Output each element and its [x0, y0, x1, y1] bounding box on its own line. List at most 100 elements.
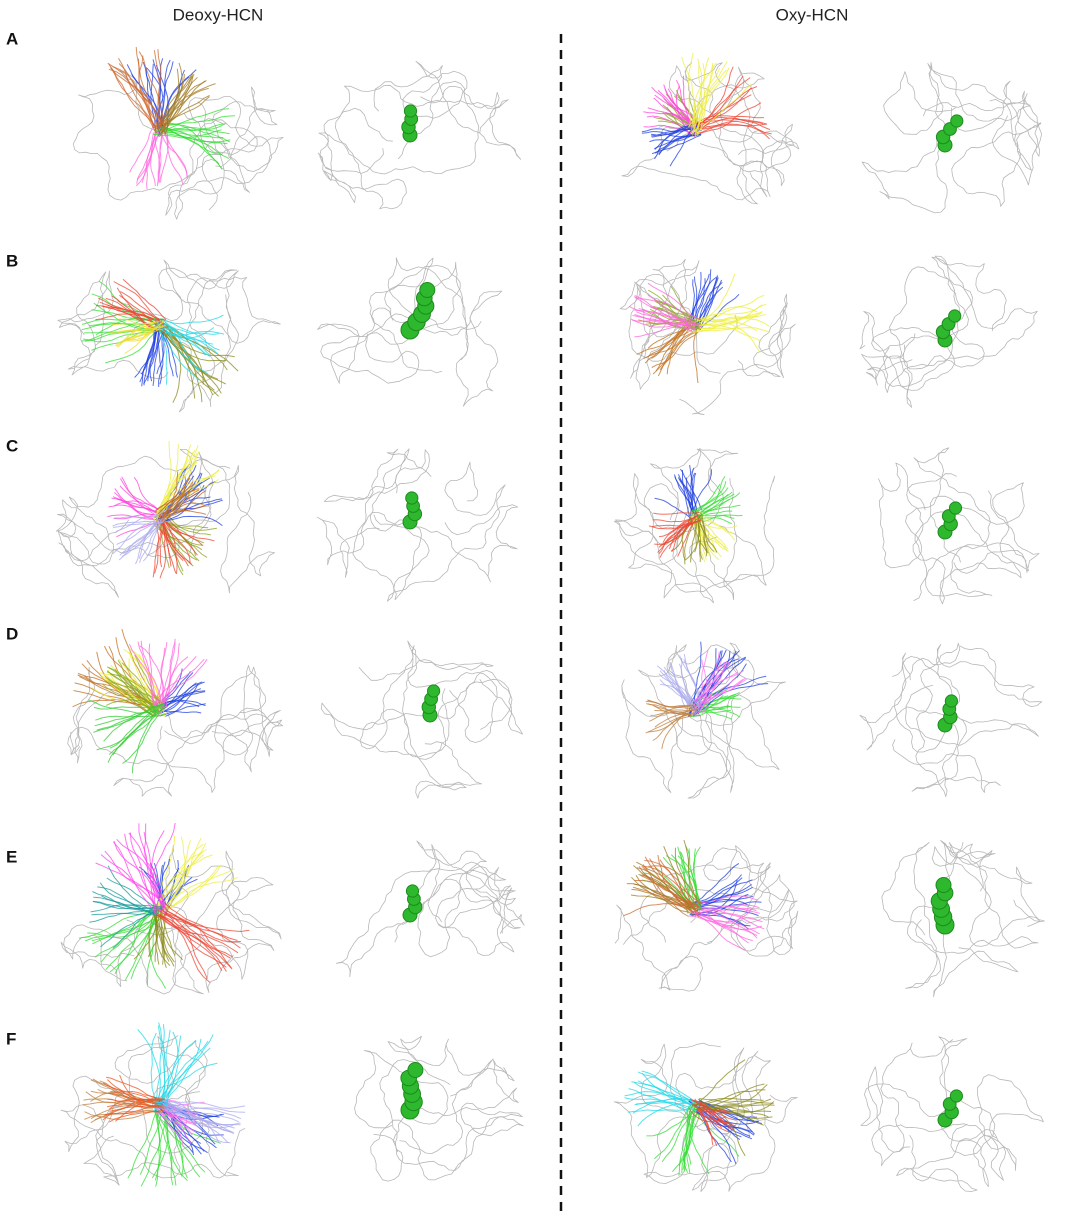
tunnel-trajectory	[673, 95, 700, 126]
tunnel-trajectory	[688, 908, 753, 923]
tunnel-trajectory	[162, 331, 219, 397]
protein-backbone	[373, 1059, 524, 1171]
row-label: B	[6, 251, 18, 270]
tunnel-trajectory	[91, 309, 164, 321]
tunnel-trajectory	[99, 672, 155, 715]
tunnel-trajectory	[137, 1029, 161, 1104]
tunnel-trajectory	[109, 1098, 163, 1110]
tunnel-trajectory	[698, 327, 770, 333]
tunnel-trajectory	[633, 1081, 694, 1109]
tunnel-trajectory	[122, 278, 167, 321]
tunnel-trajectory	[693, 678, 744, 711]
protein-backbone	[126, 850, 282, 980]
tunnel-trajectory	[695, 271, 702, 325]
tunnel-trajectory	[100, 854, 163, 914]
tunnel-trajectory	[164, 836, 186, 912]
tunnel-trajectory	[647, 703, 693, 715]
tunnel-trajectory	[152, 854, 204, 915]
tunnel-trajectory	[699, 705, 741, 709]
tunnel-trajectory	[159, 331, 200, 381]
panel-row	[60, 822, 1045, 998]
tunnel-trajectory	[665, 112, 696, 138]
tunnel-trajectory	[652, 515, 698, 523]
tunnel-trajectory	[164, 476, 187, 519]
tunnel-trajectory	[641, 865, 699, 907]
tunnel-trajectory	[161, 681, 203, 707]
tunnel-trajectory	[107, 62, 155, 129]
protein-backbone	[666, 642, 780, 793]
tunnel-trajectory	[642, 864, 689, 917]
tunnel-trajectory	[164, 62, 183, 126]
protein-backbone	[57, 270, 169, 380]
tunnel-trajectory	[157, 1025, 166, 1105]
tunnel-trajectory	[109, 909, 160, 973]
tunnel-trajectory	[159, 904, 164, 958]
protein-backbone	[914, 490, 1040, 597]
tunnel-trajectory	[681, 56, 695, 129]
protein-backbone	[416, 840, 516, 956]
tunnel-trajectory	[134, 326, 155, 378]
tunnel-trajectory	[688, 909, 749, 944]
tunnel-trajectory	[141, 131, 160, 184]
tunnel-trajectory	[160, 1102, 234, 1134]
tunnel-trajectory	[155, 641, 176, 708]
tunnel-trajectory	[113, 492, 160, 513]
tunnel-trajectory	[163, 108, 230, 131]
tunnel-trajectory	[140, 1111, 166, 1187]
tunnel-trajectory	[695, 678, 746, 709]
tunnel-trajectory	[155, 1024, 165, 1104]
tunnel-trajectory	[155, 1108, 162, 1187]
tunnel-trajectory	[150, 132, 156, 186]
tunnel-trajectory	[95, 862, 167, 910]
protein-backbone	[621, 648, 786, 793]
tunnel-trajectory	[166, 133, 184, 185]
tunnel-trajectory	[160, 1108, 231, 1144]
protein-backbone	[718, 66, 795, 205]
protein-backbone	[70, 667, 281, 773]
tunnel-trajectory	[139, 327, 157, 383]
tunnel-trajectory	[627, 1108, 694, 1113]
protein-backbone	[628, 475, 776, 593]
tunnel-trajectory	[160, 126, 228, 145]
tunnel-trajectory	[692, 1089, 766, 1106]
tunnel-trajectory	[117, 322, 156, 348]
tunnel-trajectory	[166, 490, 207, 518]
tunnel-trajectory	[139, 645, 164, 708]
panel-row	[57, 255, 1038, 416]
tunnel-trajectory	[684, 522, 694, 565]
tunnel-trajectory	[158, 122, 227, 132]
row-label: C	[6, 436, 18, 455]
row-label: F	[6, 1029, 16, 1048]
tunnel-trajectory	[106, 670, 157, 708]
tunnel-trajectory	[696, 908, 758, 939]
tunnel-trajectory	[634, 1097, 700, 1106]
tunnel-trajectory	[155, 519, 189, 567]
tunnel-trajectory	[641, 1072, 698, 1108]
tunnel-trajectory	[688, 52, 694, 126]
protein-backbone	[905, 644, 1043, 746]
tunnel-trajectory	[137, 58, 166, 134]
protein-backbone	[165, 844, 275, 995]
tunnel-trajectory	[696, 670, 744, 705]
tunnel-trajectory	[157, 327, 162, 385]
tunnel-trajectory	[107, 865, 155, 912]
tunnel-trajectory	[699, 514, 708, 557]
tunnel-trajectory	[161, 658, 208, 710]
protein-backbone	[323, 448, 432, 601]
protein-backbone	[881, 842, 993, 989]
tunnel-trajectory	[155, 325, 211, 357]
tunnel-trajectory	[690, 487, 729, 512]
tunnel-trajectory	[108, 307, 166, 321]
tunnel-trajectory	[697, 86, 758, 130]
tunnel-trajectory	[104, 1104, 160, 1116]
tunnel-trajectory	[137, 641, 162, 707]
tunnel-trajectory	[700, 706, 741, 718]
tunnel-trajectory	[156, 1098, 220, 1144]
tunnel-trajectory	[163, 1099, 242, 1120]
tunnel-trajectory	[692, 61, 728, 127]
tunnel-surface	[948, 309, 962, 323]
tunnel-trajectory	[657, 89, 694, 132]
tunnel-trajectory	[623, 903, 691, 917]
tunnel-trajectory	[105, 1076, 158, 1099]
